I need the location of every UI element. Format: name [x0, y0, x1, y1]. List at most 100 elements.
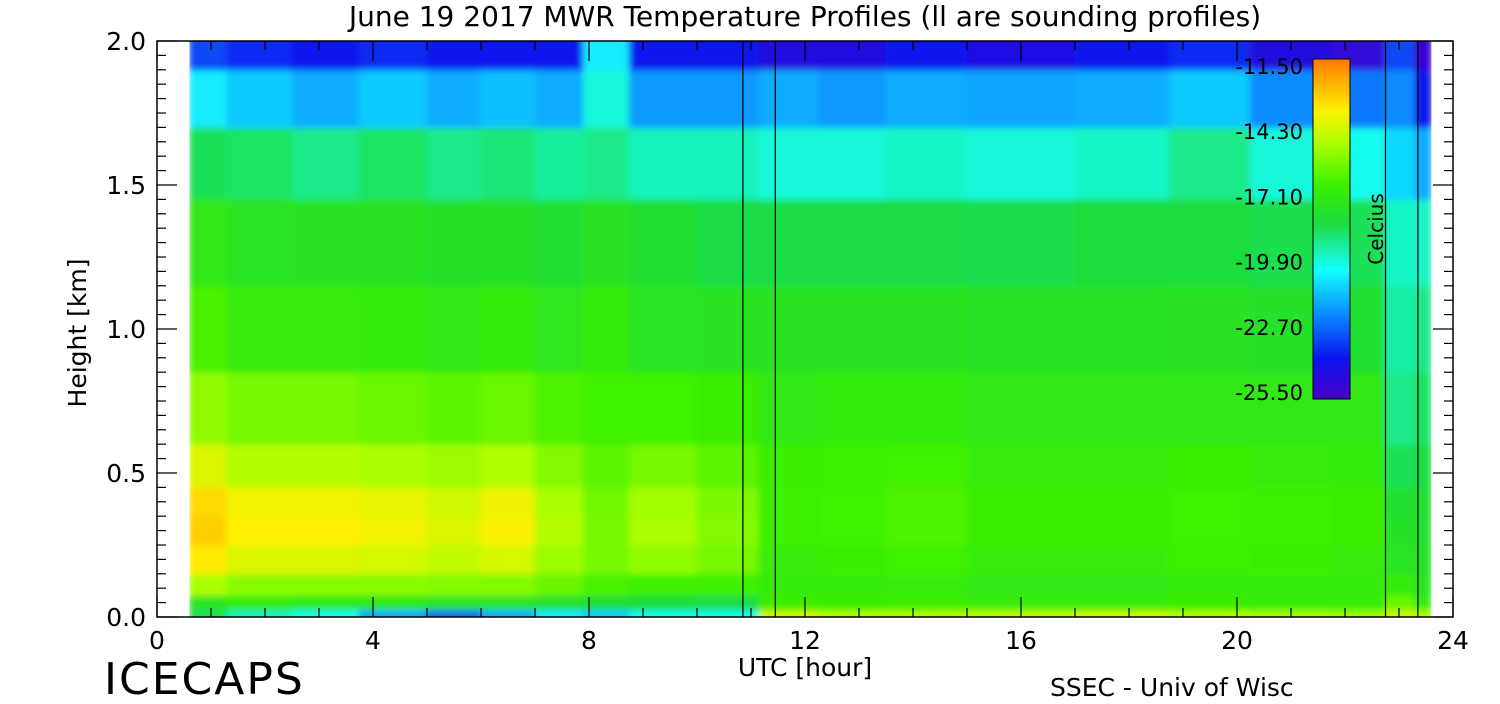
- heatmap-cell: [359, 609, 428, 617]
- heatmap-cell: [696, 371, 760, 445]
- heatmap-cell: [480, 198, 536, 287]
- heatmap-cell: [291, 573, 360, 596]
- heatmap-cell: [885, 573, 968, 596]
- heatmap-cell: [966, 198, 1076, 287]
- heatmap-cell: [818, 609, 887, 617]
- heatmap-cell: [696, 198, 760, 287]
- heatmap-cell: [629, 573, 698, 596]
- heatmap-cell: [966, 544, 1076, 575]
- heatmap-cell: [1414, 609, 1432, 617]
- heatmap-cell: [1169, 69, 1251, 128]
- heatmap-cell: [885, 544, 968, 575]
- heatmap-cell: [1385, 573, 1416, 596]
- heatmap-cell: [426, 198, 482, 287]
- y-tick-label: 0.0: [106, 603, 146, 632]
- heatmap-cell: [696, 609, 760, 617]
- heatmap-cell: [534, 443, 585, 488]
- heatmap-cell: [1250, 573, 1332, 596]
- heatmap-cell: [1414, 486, 1432, 517]
- heatmap-cell: [291, 486, 360, 517]
- heatmap-cell: [291, 371, 360, 445]
- heatmap-cell: [583, 443, 630, 488]
- heatmap-cell: [1074, 515, 1170, 546]
- heatmap-cell: [426, 544, 482, 575]
- heatmap-cell: [629, 515, 698, 546]
- sounding-profile-lines: [742, 41, 1419, 617]
- heatmap-cell: [226, 486, 293, 517]
- heatmap-cell: [188, 198, 228, 287]
- heatmap-cell: [226, 443, 293, 488]
- heatmap-cell: [226, 544, 293, 575]
- heatmap-cell: [480, 544, 536, 575]
- y-tick-label: 1.5: [106, 171, 146, 200]
- heatmap-cell: [226, 69, 293, 128]
- heatmap-cell: [1385, 371, 1416, 445]
- heatmap-cell: [583, 609, 630, 617]
- heatmap-cell: [1414, 594, 1432, 611]
- colorbar-tick-label: -17.10: [1235, 185, 1303, 209]
- heatmap-cell: [534, 69, 585, 128]
- heatmap-cell: [1250, 515, 1332, 546]
- heatmap-cell: [696, 594, 760, 611]
- heatmap-cell: [188, 443, 228, 488]
- heatmap-cell: [1169, 573, 1251, 596]
- x-tick-label: 8: [581, 626, 597, 655]
- heatmap-cell: [818, 371, 887, 445]
- heatmap-cell: [534, 198, 585, 287]
- heatmap-cell: [291, 594, 360, 611]
- heatmap-cell: [1074, 126, 1170, 200]
- heatmap-cell: [480, 69, 536, 128]
- heatmap-cell: [885, 69, 968, 128]
- heatmap-cell: [1385, 285, 1416, 373]
- heatmap-cell: [1169, 198, 1251, 287]
- heatmap-cell: [1250, 544, 1332, 575]
- heatmap-cell: [1414, 126, 1432, 200]
- heatmap-cell: [1331, 486, 1386, 517]
- heatmap-cell: [1074, 69, 1170, 128]
- heatmap-cell: [188, 285, 228, 373]
- heatmap-cell: [696, 486, 760, 517]
- heatmap-cell: [188, 69, 228, 128]
- heatmap-cell: [1074, 609, 1170, 617]
- heatmap-cell: [426, 594, 482, 611]
- heatmap-cell: [534, 609, 585, 617]
- heatmap-cell: [1414, 69, 1432, 128]
- heatmap-cell: [426, 443, 482, 488]
- colorbar-tick-labels: -11.50 -14.30 -17.10 -19.90 -22.70 -25.50: [1235, 55, 1303, 405]
- heatmap-cell: [291, 515, 360, 546]
- heatmap-cell: [480, 609, 536, 617]
- heatmap-cell: [583, 285, 630, 373]
- heatmap-cell: [188, 594, 228, 611]
- colorbar-label: Celcius: [1364, 193, 1388, 264]
- heatmap-cell: [629, 126, 698, 200]
- heatmap-cell: [291, 126, 360, 200]
- heatmap-cell: [583, 126, 630, 200]
- heatmap-cell: [758, 515, 819, 546]
- heatmap-cell: [188, 573, 228, 596]
- heatmap-cell: [818, 594, 887, 611]
- heatmap-cell: [818, 443, 887, 488]
- heatmap-cell: [696, 515, 760, 546]
- heatmap-cell: [359, 285, 428, 373]
- heatmap-cell: [885, 126, 968, 200]
- heatmap-cell: [818, 69, 887, 128]
- heatmap-cell: [188, 126, 228, 200]
- heatmap-cell: [1385, 486, 1416, 517]
- heatmap-cell: [758, 371, 819, 445]
- heatmap-cell: [534, 594, 585, 611]
- heatmap-cell: [291, 443, 360, 488]
- colorbar-tick-label: -19.90: [1235, 251, 1303, 275]
- heatmap-cell: [426, 515, 482, 546]
- heatmap-cell: [758, 126, 819, 200]
- heatmap-cell: [758, 486, 819, 517]
- x-axis-label: UTC [hour]: [738, 653, 872, 682]
- heatmap-cell: [426, 126, 482, 200]
- heatmap-cell: [1414, 544, 1432, 575]
- chart-title: June 19 2017 MWR Temperature Profiles (l…: [347, 0, 1261, 33]
- heatmap-cell: [480, 443, 536, 488]
- heatmap-cell: [534, 285, 585, 373]
- heatmap-cell: [226, 515, 293, 546]
- heatmap-cell: [426, 285, 482, 373]
- heatmap-cell: [583, 486, 630, 517]
